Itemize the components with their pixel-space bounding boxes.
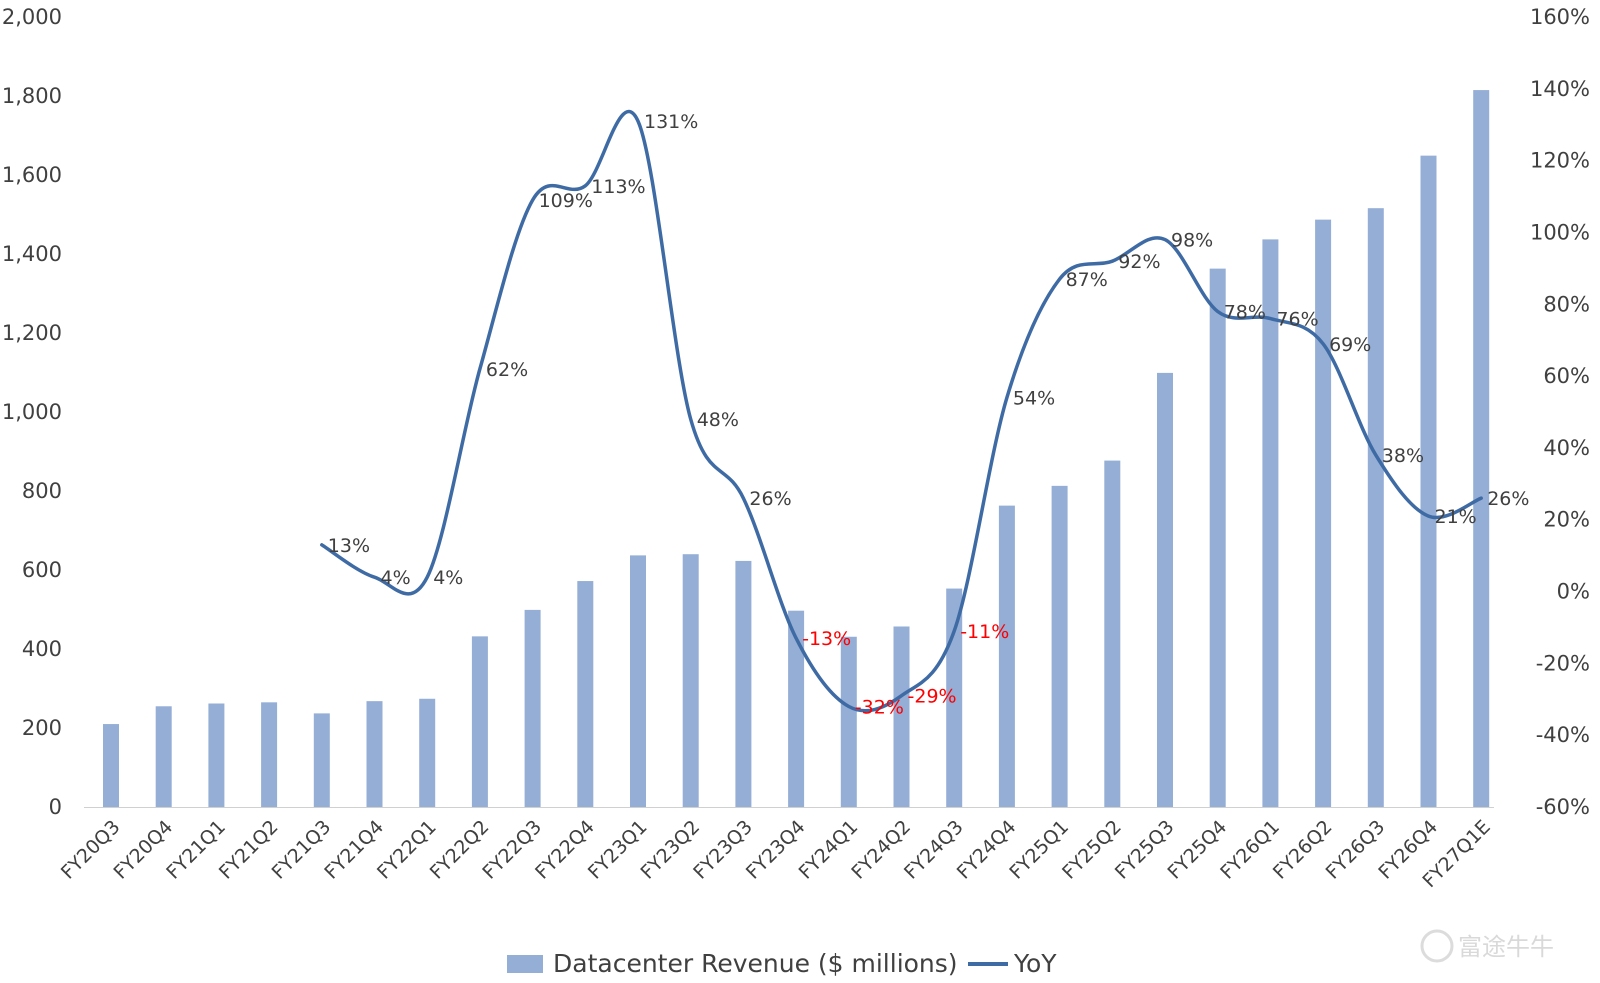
y-right-tick-label: 60%: [1543, 364, 1590, 388]
y-right-tick-label: 0%: [1557, 580, 1590, 604]
bar: [998, 505, 1015, 807]
yoy-data-label: 26%: [1487, 488, 1529, 510]
bar: [1104, 460, 1121, 807]
watermark-text: 富途牛牛: [1458, 933, 1554, 961]
legend-swatch-bar: [507, 955, 543, 973]
bar: [682, 554, 699, 807]
yoy-data-label: 87%: [1066, 269, 1108, 291]
bar: [893, 626, 910, 807]
bar: [840, 636, 857, 807]
bar: [1367, 208, 1384, 807]
bar: [366, 701, 383, 807]
y-left-tick-label: 1,000: [2, 400, 62, 424]
y-right-tick-label: 160%: [1530, 5, 1590, 29]
bar: [155, 706, 172, 807]
bar-series: [103, 90, 1490, 807]
yoy-data-label: 131%: [644, 111, 698, 133]
yoy-data-label: 13%: [328, 535, 370, 557]
bar: [577, 581, 594, 807]
yoy-data-label: -29%: [908, 686, 957, 708]
bar: [313, 713, 330, 807]
bar: [735, 560, 752, 807]
y-right-tick-label: -60%: [1536, 795, 1590, 819]
bar: [1315, 219, 1332, 807]
yoy-data-label: 4%: [433, 567, 463, 589]
y-right-tick-label: 20%: [1543, 508, 1590, 532]
yoy-data-label: 54%: [1013, 388, 1055, 410]
yoy-data-label: 21%: [1435, 506, 1477, 528]
y-right-tick-label: 120%: [1530, 149, 1590, 173]
y-left-tick-label: 400: [22, 637, 62, 661]
yoy-data-label: 62%: [486, 359, 528, 381]
bar: [1420, 155, 1437, 807]
yoy-data-label: 4%: [381, 567, 411, 589]
y-left-tick-label: 2,000: [2, 5, 62, 29]
bar: [1157, 372, 1173, 807]
y-left-tick-label: 800: [22, 479, 62, 503]
yoy-data-label: -32%: [855, 696, 904, 718]
right-axis: -60% -40% -20% 0% 20% 40% 60% 80% 100% 120% 140% 16…: [1530, 5, 1590, 819]
y-left-tick-label: 600: [22, 558, 62, 582]
bar: [419, 698, 436, 807]
yoy-data-label: -11%: [960, 621, 1009, 643]
y-left-tick-label: 1,200: [2, 321, 62, 345]
yoy-data-label: -13%: [802, 628, 851, 650]
yoy-data-label: 109%: [539, 190, 593, 212]
y-right-tick-label: -20%: [1536, 651, 1590, 675]
bar: [471, 636, 488, 807]
y-right-tick-label: 140%: [1530, 77, 1590, 101]
watermark-logo-icon: [1420, 929, 1454, 963]
yoy-data-label: 26%: [749, 488, 791, 510]
bar: [1262, 239, 1279, 807]
y-left-tick-label: 1,400: [2, 242, 62, 266]
yoy-data-label: 78%: [1224, 301, 1266, 323]
y-left-tick-label: 1,600: [2, 163, 62, 187]
bar: [524, 609, 541, 807]
bar: [630, 555, 646, 807]
yoy-series: [320, 109, 1483, 713]
yoy-line: [320, 109, 1483, 713]
y-right-tick-label: 100%: [1530, 220, 1590, 244]
yoy-data-label: 48%: [697, 409, 739, 431]
legend-label-bar: Datacenter Revenue ($ millions): [553, 949, 958, 978]
yoy-data-label: 98%: [1171, 230, 1213, 252]
watermark: 富途牛牛: [1420, 929, 1554, 963]
bar: [103, 724, 119, 807]
bar: [1051, 485, 1068, 807]
bar: [788, 610, 805, 807]
y-right-tick-label: 80%: [1543, 292, 1590, 316]
yoy-data-label: 76%: [1276, 309, 1318, 331]
yoy-data-label: 92%: [1118, 251, 1160, 273]
y-right-tick-label: 40%: [1543, 436, 1590, 460]
legend: Datacenter Revenue ($ millions) YoY: [507, 949, 1057, 978]
bar: [261, 702, 278, 807]
x-axis: FY20Q3FY20Q4FY21Q1FY21Q2FY21Q3FY21Q4FY22…: [57, 807, 1495, 892]
legend-label-line: YoY: [1013, 949, 1057, 978]
y-right-tick-label: -40%: [1536, 723, 1590, 747]
bar: [208, 703, 225, 807]
bar: [1473, 90, 1490, 807]
bar: [1209, 268, 1226, 807]
data-labels: 13% 4% 4% 62% 109%113% 131% 48% 26% -13% -32% -29%…: [328, 111, 1530, 718]
yoy-data-label: 113%: [591, 176, 645, 198]
y-left-tick-label: 0: [49, 795, 62, 819]
yoy-data-label: 38%: [1382, 445, 1424, 467]
y-left-tick-label: 1,800: [2, 84, 62, 108]
yoy-data-label: 69%: [1329, 334, 1371, 356]
y-left-tick-label: 200: [22, 716, 62, 740]
left-axis: 0 200 400 600 800 1,000 1,200 1,400 1,600 1,800 2,…: [2, 5, 62, 819]
